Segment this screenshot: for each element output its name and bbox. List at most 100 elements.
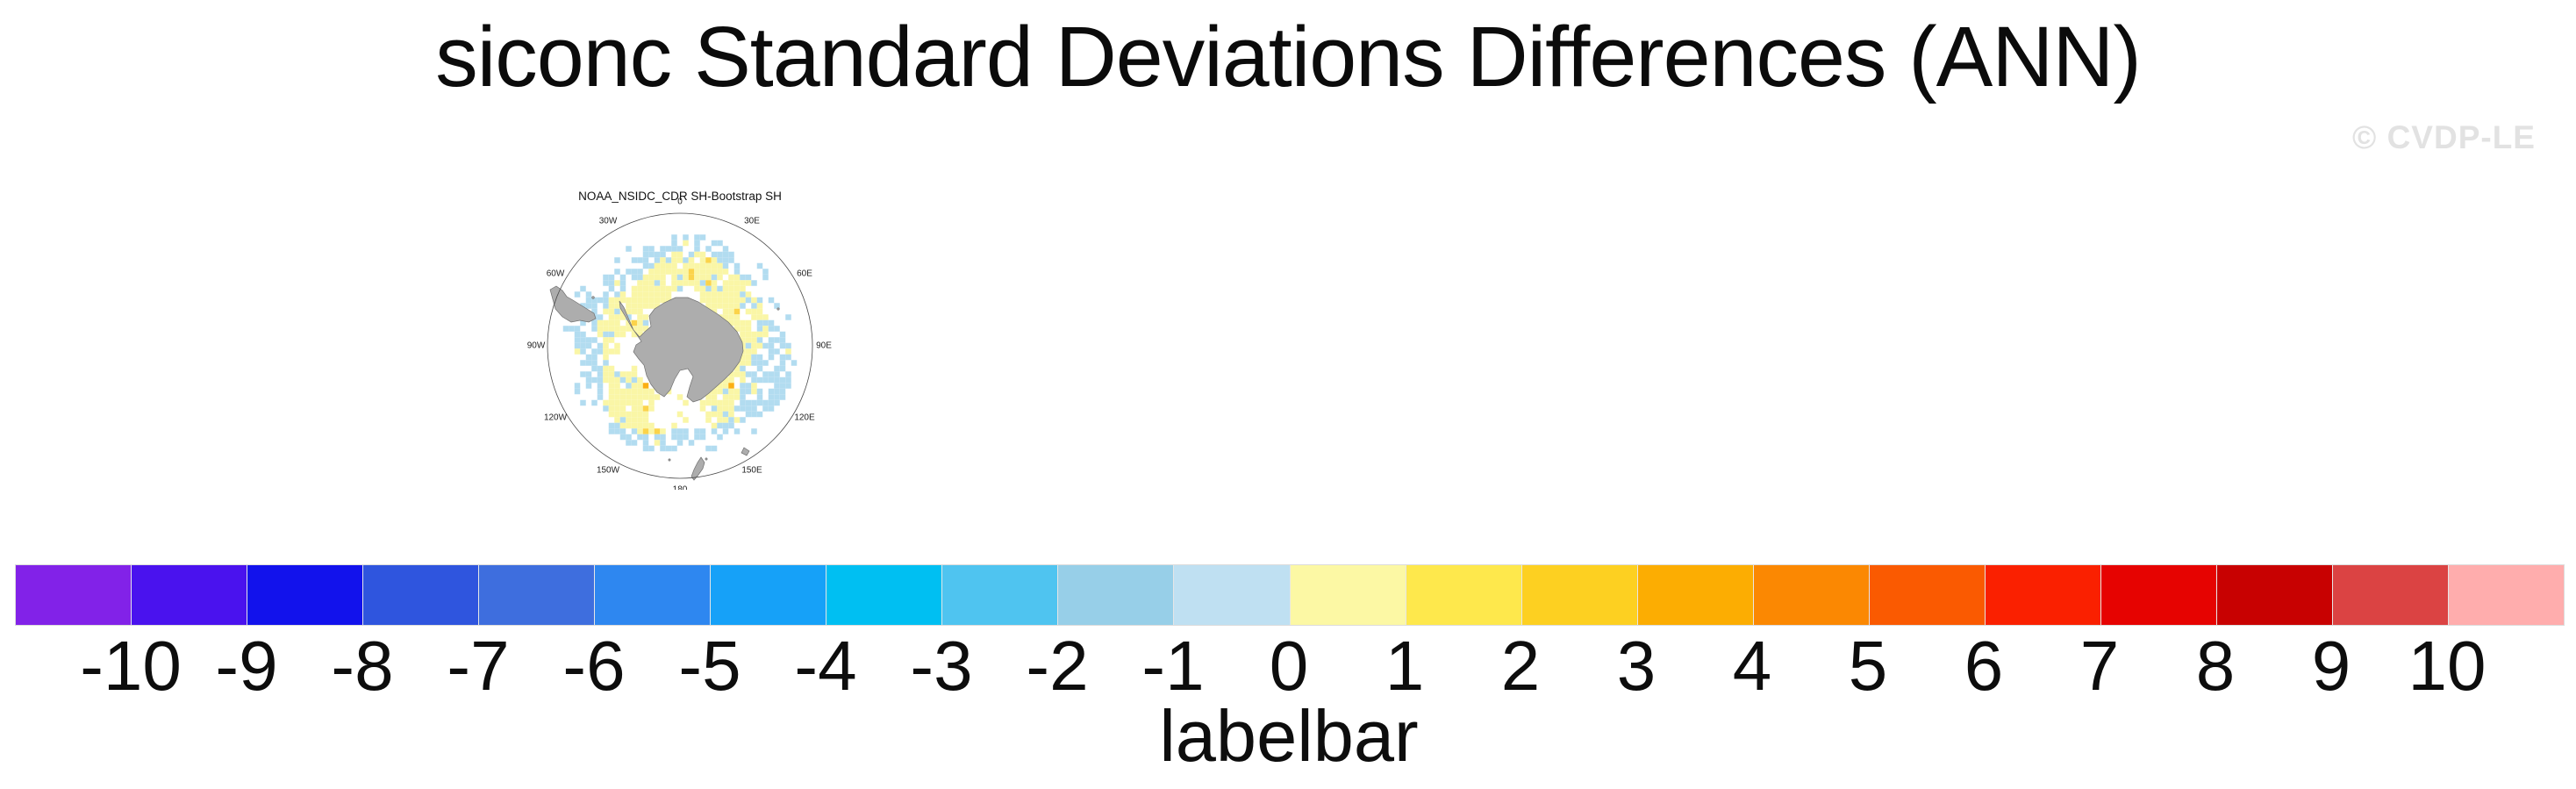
map-cell xyxy=(717,297,723,304)
map-cell xyxy=(648,251,655,258)
map-cell xyxy=(591,348,597,355)
map-cell xyxy=(619,434,626,441)
map-cell xyxy=(722,269,729,275)
lon-label-60W: 60W xyxy=(547,269,565,279)
map-cell xyxy=(665,269,672,275)
map-cell xyxy=(597,319,604,326)
map-cell xyxy=(637,422,643,429)
map-cell xyxy=(774,365,780,372)
map-cell xyxy=(768,388,775,395)
map-cell xyxy=(648,246,655,252)
labelbar-box-2 xyxy=(247,565,363,625)
map-cell xyxy=(580,319,586,326)
map-cell xyxy=(699,234,706,240)
map-cell xyxy=(733,428,741,434)
map-cell xyxy=(705,280,712,286)
map-cell xyxy=(745,348,752,355)
map-cell xyxy=(728,297,734,304)
map-cell xyxy=(756,360,763,366)
labelbar-tick-2: 2 xyxy=(1500,627,1541,705)
map-cell xyxy=(728,417,734,423)
lon-label-120W: 120W xyxy=(544,413,568,423)
map-cell xyxy=(688,269,695,275)
map-cell xyxy=(619,411,626,418)
map-cell xyxy=(642,383,649,389)
map-cell xyxy=(756,297,763,304)
map-cell xyxy=(711,308,718,315)
labelbar-tick--1: -1 xyxy=(1141,627,1205,705)
map-cell xyxy=(614,399,620,406)
map-cell xyxy=(745,405,752,412)
map-cell xyxy=(722,405,729,412)
map-cell xyxy=(654,257,661,263)
map-cell xyxy=(791,360,798,366)
map-cell xyxy=(637,285,643,292)
map-cell xyxy=(728,405,734,412)
labelbar-tick-5: 5 xyxy=(1848,627,1888,705)
map-cell xyxy=(768,377,775,384)
map-cell xyxy=(699,428,706,434)
map-cell xyxy=(745,337,752,343)
map-cell xyxy=(608,371,615,377)
labelbar-tick-8: 8 xyxy=(2195,627,2236,705)
map-cell xyxy=(694,434,700,441)
map-cell xyxy=(774,337,780,343)
labelbar-box-15 xyxy=(1752,565,1869,625)
map-cell xyxy=(642,319,649,326)
map-cell xyxy=(608,388,615,395)
map-cell xyxy=(626,326,632,332)
map-cell xyxy=(648,422,655,429)
map-panel-title: NOAA_NSIDC_CDR SH-Bootstrap SH xyxy=(578,190,782,203)
map-cell xyxy=(762,269,769,275)
map-cell xyxy=(779,365,786,372)
map-cell xyxy=(676,434,683,441)
map-cell xyxy=(631,274,638,281)
map-cell xyxy=(671,240,677,247)
map-cell xyxy=(785,377,791,384)
map-cell xyxy=(756,331,763,338)
map-cell xyxy=(671,234,677,240)
labelbar-box-12 xyxy=(1405,565,1521,625)
map-cell xyxy=(614,417,620,423)
labelbar-box-13 xyxy=(1521,565,1637,625)
map-cell xyxy=(728,388,734,395)
map-cell xyxy=(671,280,677,286)
map-cell xyxy=(694,280,700,286)
map-cell xyxy=(603,354,609,361)
map-cell xyxy=(654,251,661,258)
map-cell xyxy=(711,251,718,258)
map-cell xyxy=(597,348,604,355)
map-cell xyxy=(740,331,746,338)
map-cell xyxy=(699,285,706,292)
map-cell xyxy=(597,297,604,304)
map-cell xyxy=(580,342,586,349)
labelbar-tick--10: -10 xyxy=(80,627,182,705)
map-cell xyxy=(608,348,615,355)
lon-label-180: 180 xyxy=(673,485,688,490)
map-cell xyxy=(642,280,649,286)
labelbar-box-18 xyxy=(2100,565,2216,625)
map-cell xyxy=(574,383,581,389)
sea-ice-diff-cells xyxy=(562,234,798,452)
map-cell xyxy=(597,314,604,320)
map-cell xyxy=(745,399,752,406)
map-cell xyxy=(683,434,689,441)
map-cell xyxy=(756,308,763,315)
map-cell xyxy=(648,388,655,395)
map-cell xyxy=(626,308,632,315)
map-cell xyxy=(619,394,626,400)
map-cell xyxy=(728,383,734,389)
map-cell xyxy=(751,399,757,406)
map-cell xyxy=(631,383,638,389)
map-cell xyxy=(569,326,575,332)
map-cell xyxy=(642,388,649,395)
map-cell xyxy=(717,269,723,275)
map-cell xyxy=(631,308,638,315)
map-cell xyxy=(768,342,775,349)
map-cell xyxy=(585,377,592,384)
map-cell xyxy=(648,428,655,434)
map-cell xyxy=(751,360,757,366)
map-cell xyxy=(711,291,718,298)
map-cell xyxy=(614,303,620,309)
map-cell xyxy=(637,434,643,441)
